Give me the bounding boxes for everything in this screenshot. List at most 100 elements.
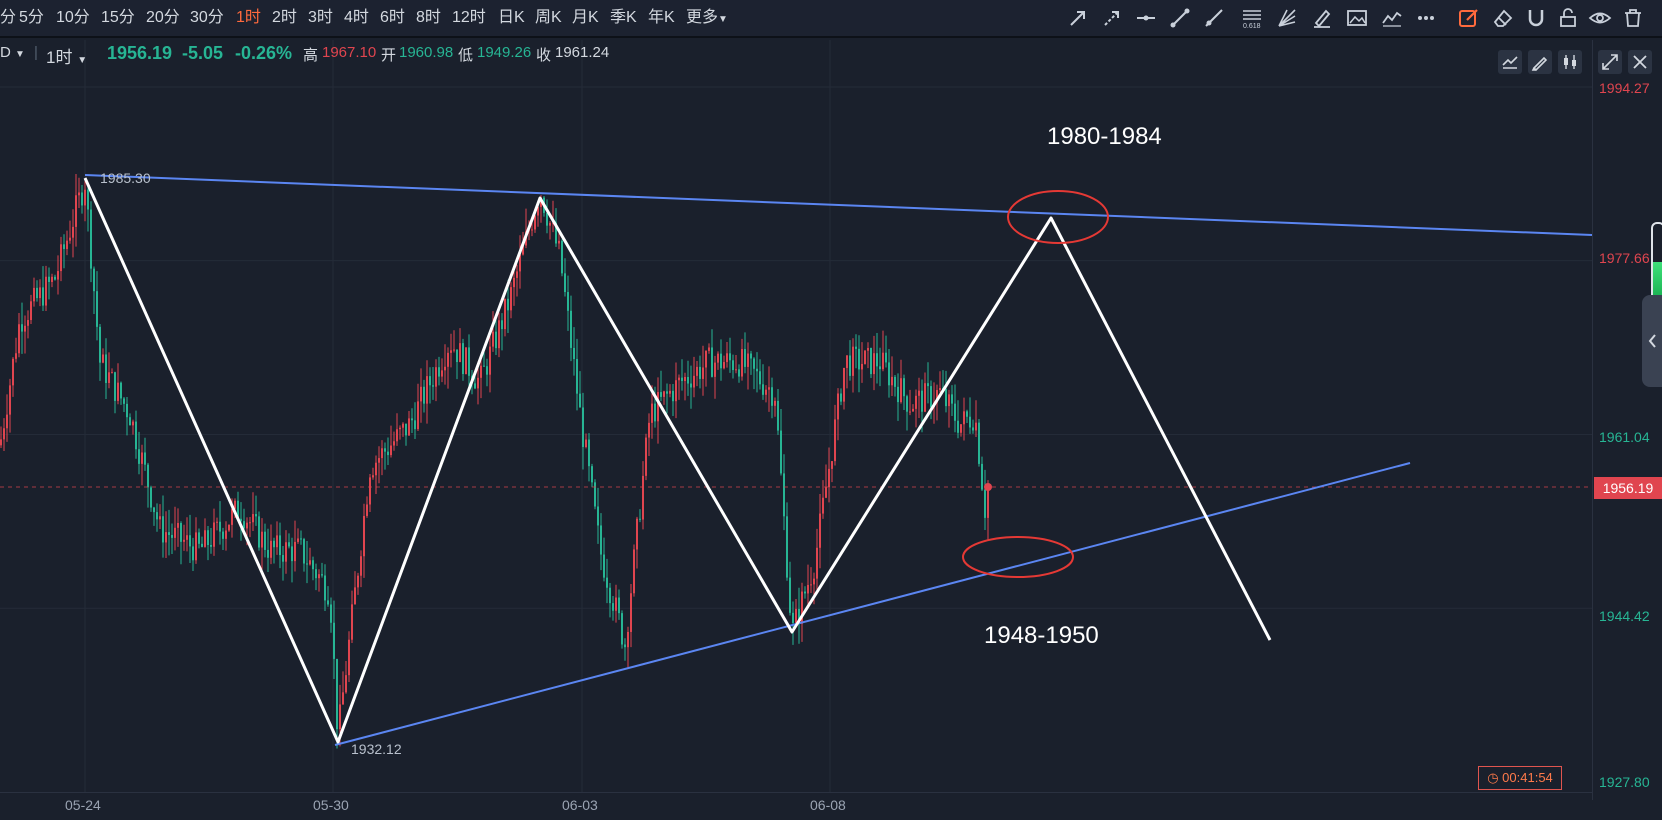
candle-body (840, 393, 842, 402)
period-1min[interactable]: 分 (0, 9, 17, 26)
period-8h[interactable]: 8时 (416, 9, 441, 26)
eraser-icon[interactable] (1491, 6, 1515, 30)
symbol-selector[interactable]: D ▼ (0, 44, 25, 61)
resistance-trendline[interactable] (84, 174, 1592, 236)
candle-body (936, 390, 938, 403)
candle-body (603, 554, 605, 578)
highlighter-icon[interactable] (1310, 6, 1334, 30)
candle-body (948, 394, 950, 407)
low-label: 低 (458, 47, 474, 64)
candle-body (960, 424, 962, 433)
indicator-button[interactable] (1498, 50, 1522, 74)
candle-body (843, 367, 845, 402)
candle-body (786, 516, 788, 578)
candle-body (627, 631, 629, 648)
period-30min[interactable]: 30分 (190, 9, 224, 26)
candle-body (597, 506, 599, 526)
candle-body (582, 407, 584, 448)
period-6h[interactable]: 6时 (380, 9, 405, 26)
period-5min[interactable]: 5分 (19, 9, 44, 26)
open-value: 1960.98 (399, 44, 454, 61)
period-2h[interactable]: 2时 (272, 9, 297, 26)
trend-icon[interactable] (1380, 6, 1404, 30)
edit-active-icon[interactable] (1457, 6, 1481, 30)
pencil-icon (1531, 56, 1548, 72)
draw-toggle-button[interactable] (1528, 50, 1552, 74)
resistance-zone-ellipse[interactable] (1007, 190, 1109, 244)
period-4h[interactable]: 4时 (344, 9, 369, 26)
price-axis[interactable]: 1994.27 1977.66 1961.04 1944.42 1927.80 (1592, 40, 1662, 800)
period-3h[interactable]: 3时 (308, 9, 333, 26)
candle-body (162, 516, 164, 543)
time-axis[interactable]: 05-24 05-30 06-03 06-08 (0, 792, 1592, 820)
candle-body (450, 350, 452, 353)
candle-body (324, 575, 326, 601)
period-week[interactable]: 周K (535, 9, 562, 26)
candle-body (522, 245, 524, 255)
candlestick-chart[interactable] (0, 40, 1592, 792)
candle-body (852, 346, 854, 376)
candle-body (273, 540, 275, 548)
more-periods-button[interactable]: 更多▼ (686, 0, 728, 36)
candle-body (183, 539, 185, 542)
close-value: 1961.24 (555, 44, 610, 61)
candle-body (333, 622, 335, 659)
period-20min[interactable]: 20分 (146, 9, 180, 26)
candle-body (483, 365, 485, 367)
candle-body (69, 237, 71, 241)
side-panel-toggle[interactable] (1642, 295, 1662, 387)
eye-icon[interactable] (1588, 6, 1612, 30)
period-15min[interactable]: 15分 (101, 9, 135, 26)
interval-selector[interactable]: 1时 ▼ (46, 43, 87, 68)
period-year[interactable]: 年K (648, 9, 675, 26)
candle-body (846, 355, 848, 368)
candle-body (429, 376, 431, 386)
zigzag-pattern[interactable] (83, 177, 1272, 744)
close-panel-button[interactable] (1628, 50, 1652, 74)
period-12h[interactable]: 12时 (452, 9, 486, 26)
fibonacci-icon[interactable]: 0.618 (1240, 6, 1264, 30)
period-month[interactable]: 月K (572, 9, 599, 26)
candle-body (219, 521, 221, 532)
candle-body (99, 326, 101, 363)
candle-body (447, 352, 449, 367)
support-zone-ellipse[interactable] (962, 536, 1074, 578)
segment-line-icon[interactable] (1168, 6, 1192, 30)
image-icon[interactable] (1345, 6, 1369, 30)
trash-icon[interactable] (1621, 6, 1645, 30)
candle-body (951, 394, 953, 404)
horizontal-line-icon[interactable] (1134, 6, 1158, 30)
price-change: -5.05 (182, 43, 224, 63)
candle-body (894, 376, 896, 387)
chart-style-button[interactable] (1558, 50, 1582, 74)
unlock-icon[interactable] (1556, 6, 1580, 30)
candle-body (573, 347, 575, 360)
candle-body (963, 411, 965, 425)
ray-line-icon[interactable] (1202, 6, 1226, 30)
fullscreen-button[interactable] (1598, 50, 1622, 74)
more-dots-icon[interactable] (1414, 6, 1438, 30)
period-10min[interactable]: 10分 (56, 9, 90, 26)
candle-body (210, 544, 212, 547)
time-label: 05-24 (65, 797, 101, 813)
magnet-icon[interactable] (1524, 6, 1548, 30)
candle-body (294, 541, 296, 562)
period-1h[interactable]: 1时 (236, 9, 261, 26)
period-quarter[interactable]: 季K (610, 9, 637, 26)
arrow-line-icon[interactable] (1066, 6, 1090, 30)
candle-body (18, 324, 20, 354)
candle-body (288, 542, 290, 547)
candle-body (150, 487, 152, 508)
gann-fan-icon[interactable] (1275, 6, 1299, 30)
period-day[interactable]: 日K (498, 9, 525, 26)
candle-body (321, 574, 323, 576)
candle-body (636, 518, 638, 550)
countdown-value: 00:41:54 (1502, 770, 1553, 785)
candle-body (828, 468, 830, 488)
candle-body (267, 549, 269, 558)
separator: | (34, 44, 38, 61)
dashed-arrow-icon[interactable] (1100, 6, 1124, 30)
candle-body (792, 612, 794, 623)
support-trendline[interactable] (334, 462, 1411, 746)
candle-body (171, 534, 173, 538)
